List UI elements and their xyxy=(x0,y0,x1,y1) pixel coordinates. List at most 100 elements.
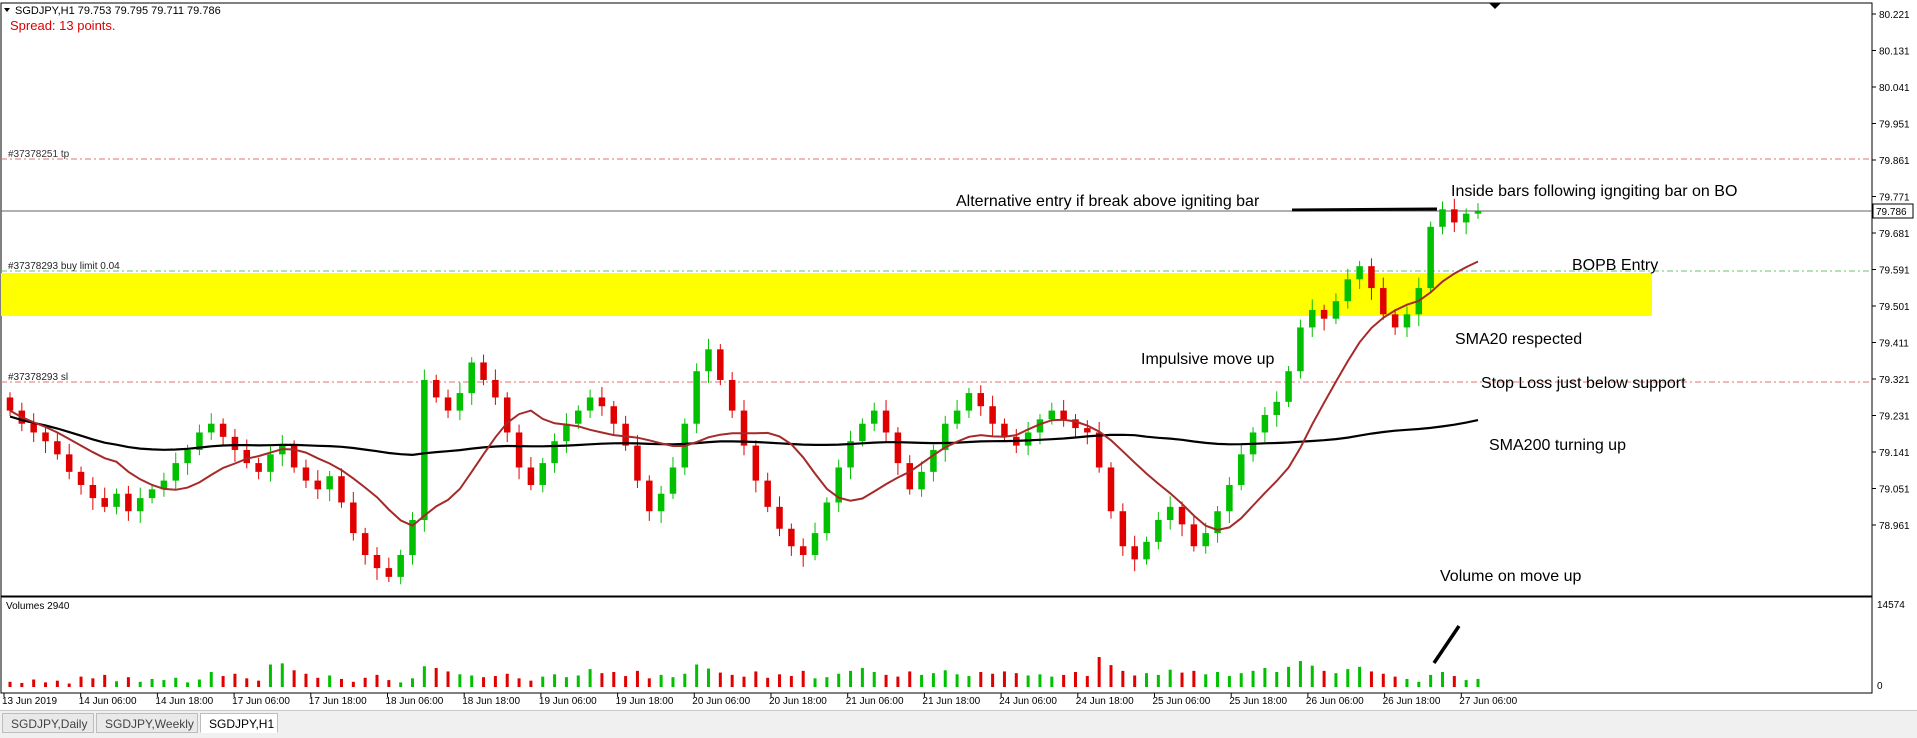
volume-bar xyxy=(1464,680,1468,687)
volume-bar xyxy=(884,674,888,687)
volume-bar xyxy=(1346,669,1350,687)
annotation-impulsive: Impulsive move up xyxy=(1141,351,1274,368)
volume-bar xyxy=(1369,671,1373,687)
volume-bar xyxy=(209,672,213,687)
volume-bar xyxy=(1239,673,1243,687)
volume-bar xyxy=(564,677,568,687)
volume-bar xyxy=(860,667,864,687)
candle-body xyxy=(1462,213,1470,223)
sl-label: #37378293 sl xyxy=(8,372,68,383)
volume-bar xyxy=(1322,670,1326,687)
time-tick-label: 20 Jun 18:00 xyxy=(769,696,827,707)
volume-bar xyxy=(778,674,782,687)
candle-body xyxy=(906,463,913,490)
volume-bar xyxy=(908,671,912,687)
candle-body xyxy=(101,498,108,507)
volume-bar xyxy=(1298,661,1302,687)
time-tick-label: 20 Jun 06:00 xyxy=(692,696,750,707)
candle-body xyxy=(835,467,842,503)
volume-bar xyxy=(635,670,639,687)
candle-body xyxy=(1202,533,1209,547)
volume-bar xyxy=(339,678,343,687)
time-tick-label: 25 Jun 06:00 xyxy=(1153,696,1211,707)
candle-body xyxy=(586,397,594,411)
candle-body xyxy=(243,449,251,464)
volume-bar xyxy=(1227,676,1231,687)
candle-body xyxy=(693,371,700,424)
volume-bar xyxy=(126,677,130,687)
moving-averages-group xyxy=(9,260,1479,532)
price-tick-label: 79.951 xyxy=(1879,120,1910,131)
candle-body xyxy=(1368,266,1375,289)
candle-body xyxy=(799,546,807,555)
buy-limit-label: #37378293 buy limit 0.04 xyxy=(8,261,120,272)
volume-bar xyxy=(482,677,486,687)
candle-body xyxy=(1072,419,1079,429)
time-tick-label: 26 Jun 18:00 xyxy=(1383,696,1441,707)
candle-body xyxy=(717,349,724,380)
volume-bar xyxy=(1417,681,1421,687)
candle-body xyxy=(918,471,925,490)
candle-body xyxy=(172,463,179,481)
volume-bar xyxy=(695,664,699,687)
volume-bar xyxy=(837,673,841,687)
volume-bar xyxy=(351,681,355,687)
candle-body xyxy=(811,533,819,555)
tab-sgdjpy-weekly[interactable]: SGDJPY,Weekly xyxy=(96,713,198,733)
volume-bar xyxy=(588,669,592,687)
volume-bar xyxy=(505,673,509,687)
price-axis[interactable]: 80.221 80.131 80.041 79.951 79.861 79.771 79.6… xyxy=(1872,10,1910,532)
candle-body xyxy=(1439,209,1446,227)
candle-body xyxy=(752,445,760,481)
chart-menu-arrow-icon[interactable] xyxy=(4,8,10,12)
volume-bar xyxy=(766,677,770,687)
candle-body xyxy=(503,397,511,433)
volume-bar xyxy=(1287,666,1291,687)
candle-body xyxy=(859,423,866,442)
candle-body xyxy=(219,423,227,437)
price-tick-label: 79.681 xyxy=(1879,229,1910,240)
time-tick-label: 21 Jun 06:00 xyxy=(846,696,904,707)
candle-body xyxy=(728,379,736,411)
tab-sgdjpy-h1[interactable]: SGDJPY,H1 xyxy=(200,713,278,733)
price-tick-label: 80.221 xyxy=(1879,10,1910,21)
candle-body xyxy=(1119,511,1127,547)
candle-body xyxy=(267,454,274,472)
volume-bar xyxy=(1156,674,1160,687)
volume-bar xyxy=(553,674,557,687)
candle-body xyxy=(740,410,748,446)
candle-body xyxy=(669,467,677,494)
candle-body xyxy=(361,533,369,555)
candle-body xyxy=(314,480,322,490)
volume-bar xyxy=(730,674,734,687)
candle-body xyxy=(1036,419,1044,433)
volume-bar xyxy=(103,674,107,687)
volume-bar xyxy=(55,680,59,687)
volume-bar xyxy=(624,676,628,687)
volume-bar xyxy=(1062,674,1066,687)
volume-bars-group xyxy=(8,657,1480,687)
volume-bar xyxy=(1097,657,1101,687)
chart-shift-marker-icon[interactable] xyxy=(1489,3,1501,9)
volume-bar xyxy=(1452,676,1456,687)
volume-bar xyxy=(1429,674,1433,687)
time-tick-label: 24 Jun 18:00 xyxy=(1076,696,1134,707)
volume-bar xyxy=(44,682,48,687)
volume-bar xyxy=(493,676,497,687)
annotation-alt-entry: Alternative entry if break above ignitin… xyxy=(956,193,1260,210)
candles-group xyxy=(6,198,1482,585)
price-tick-label: 79.861 xyxy=(1879,156,1910,167)
tab-sgdjpy-daily[interactable]: SGDJPY,Daily xyxy=(2,713,94,733)
candle-body xyxy=(1403,314,1411,328)
time-tick-label: 13 Jun 2019 xyxy=(2,696,57,707)
candle-body xyxy=(977,393,985,407)
candle-body xyxy=(1060,410,1067,420)
volume-bar xyxy=(150,678,154,687)
price-tick-label: 80.131 xyxy=(1879,47,1910,58)
volume-bar xyxy=(280,663,284,687)
volume-bar xyxy=(789,676,793,687)
time-axis[interactable]: 13 Jun 2019 14 Jun 06:00 14 Jun 18:00 17 Ju… xyxy=(2,693,1518,707)
candle-body xyxy=(326,476,333,490)
volume-bar xyxy=(1334,673,1338,687)
